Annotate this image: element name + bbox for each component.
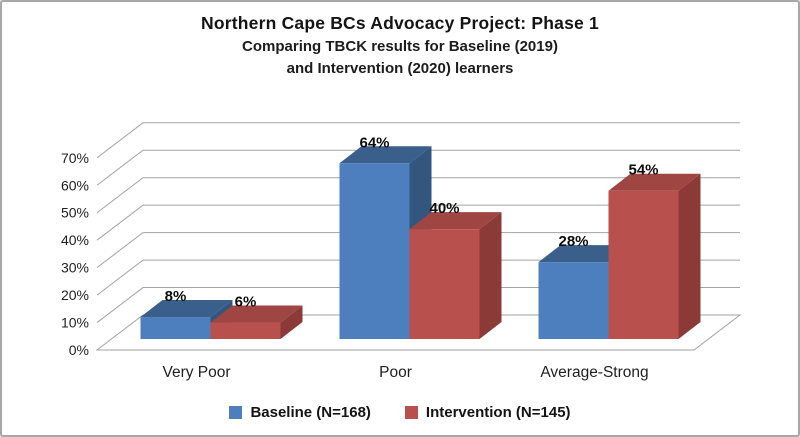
bar-side-poor <box>479 212 502 339</box>
legend-swatch-baseline-icon <box>229 406 243 419</box>
legend-swatch-intervention-icon <box>404 406 418 419</box>
chart-title: Northern Cape BCs Advocacy Project: Phas… <box>201 13 599 33</box>
bar-intervention-poor <box>409 229 480 339</box>
bar-baseline-poor <box>339 163 410 339</box>
ytick-label: 40% <box>61 232 89 248</box>
category-label: Very Poor <box>162 364 230 381</box>
legend: Baseline (N=168) Intervention (N=145) <box>2 404 798 421</box>
gridline <box>96 149 740 186</box>
category-label: Average-Strong <box>540 364 648 381</box>
bar-baseline-average-strong <box>538 262 609 339</box>
ytick-label: 50% <box>61 205 89 221</box>
bar-value-label: 28% <box>558 233 588 250</box>
plot-area: 0% 10% 20% 30% 40% 50% 60% 70% Very Poor Poor Aver… <box>61 122 742 381</box>
bar-top-average-strong <box>608 173 701 191</box>
legend-label-baseline: Baseline (N=168) <box>250 404 371 421</box>
category-label: Poor <box>379 364 412 381</box>
gridline <box>96 122 740 159</box>
bar-value-label: 64% <box>359 134 389 151</box>
legend-item-intervention[interactable]: Intervention (N=145) <box>404 404 571 421</box>
bar-top-very-poor <box>140 300 233 318</box>
gridline <box>96 204 740 241</box>
bar-intervention-average-strong <box>608 190 679 339</box>
bar-value-label: 8% <box>165 288 187 305</box>
chart-subtitle-line1: Comparing TBCK results for Baseline (201… <box>242 38 558 55</box>
floor <box>95 314 742 351</box>
bar-baseline-very-poor <box>140 317 211 339</box>
bar-value-label: 6% <box>235 294 257 311</box>
bar-side-average-strong <box>678 173 701 339</box>
bar-top-very-poor <box>210 305 303 323</box>
title-block: Northern Cape BCs Advocacy Project: Phas… <box>2 11 798 80</box>
bar-side-very-poor <box>280 305 303 339</box>
ytick-label: 0% <box>69 342 89 358</box>
gridline <box>96 232 740 269</box>
legend-label-intervention: Intervention (N=145) <box>425 404 571 421</box>
bar-value-label: 54% <box>628 162 658 179</box>
bar-top-average-strong <box>538 245 631 263</box>
bar-value-label: 40% <box>429 200 459 217</box>
ytick-label: 70% <box>61 150 89 166</box>
ytick-label: 60% <box>61 177 89 193</box>
ytick-label: 10% <box>61 315 89 331</box>
gridline <box>96 177 740 214</box>
legend-item-baseline[interactable]: Baseline (N=168) <box>229 404 371 421</box>
bar-top-poor <box>409 212 502 230</box>
ytick-label: 30% <box>61 260 89 276</box>
bar-intervention-very-poor <box>210 322 281 339</box>
chart-subtitle-line2: and Intervention (2020) learners <box>286 60 514 77</box>
ytick-label: 20% <box>61 287 89 303</box>
bar-top-poor <box>339 146 432 164</box>
gridline <box>96 259 740 296</box>
